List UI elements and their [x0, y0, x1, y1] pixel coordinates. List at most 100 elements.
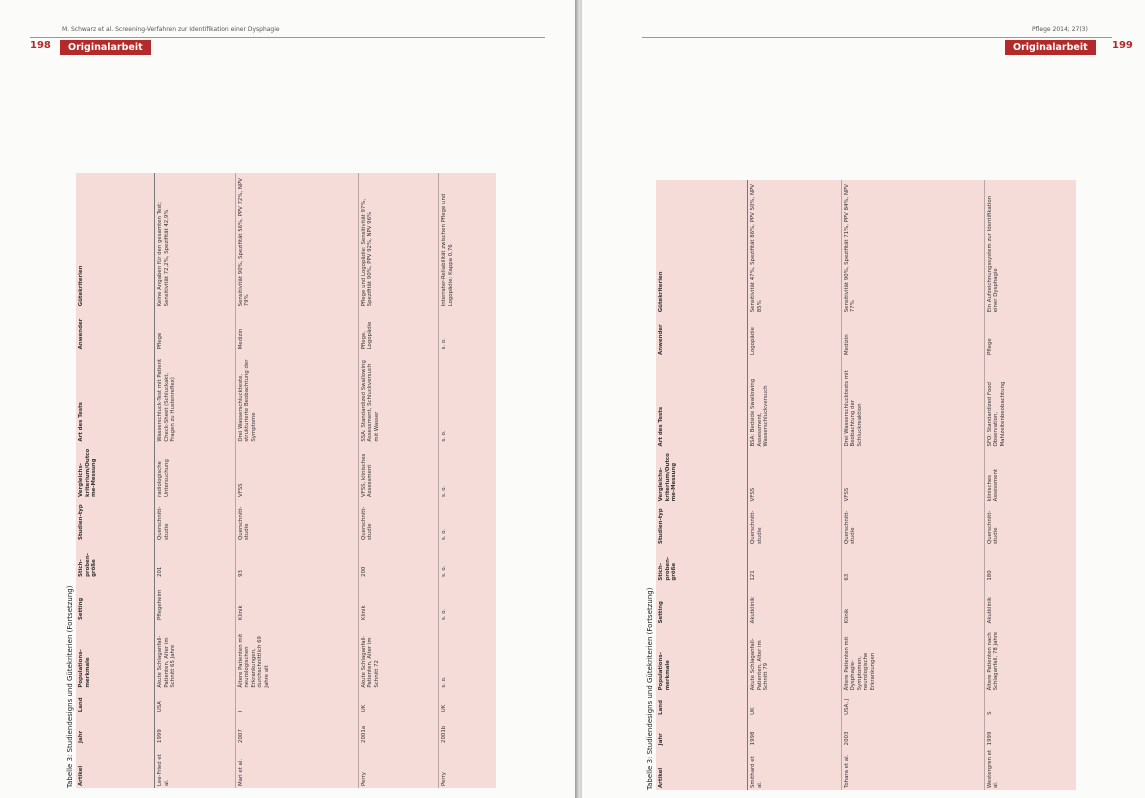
table-row: Mari et al. 2007 I Ältere Patienten mit neu… [235, 173, 359, 788]
table-cell: S [984, 692, 1076, 717]
table-cell: 1998 [747, 716, 842, 748]
table-caption: Tabelle 3: Studiendesigns und Gütekriter… [66, 585, 74, 788]
running-header: Pflege 2014; 27(3) [1032, 26, 1088, 33]
table-cell: 1999 [154, 714, 236, 745]
table-cell: 2001a [358, 714, 439, 745]
table-cell: Sensitivität 90%, Spezifität 71%, PPV 84… [841, 180, 985, 315]
column-header: Land [76, 689, 155, 715]
table-cell: UK [747, 692, 842, 717]
table-cell: BSA: Bedside Swallowing Assessment, Wass… [747, 356, 842, 449]
table-cell: UK [358, 689, 439, 715]
running-header: M. Schwarz et al. Screening-Verfahren zu… [62, 26, 280, 33]
table-cell: Sensitivität 47%, Spezifität 86%, PPV 50… [747, 180, 842, 315]
table-cell: Querschnitt-studie [154, 498, 236, 543]
table-cell: Perry [358, 744, 439, 788]
table-cell: s. o. [438, 443, 496, 499]
column-header: Studien-typ [656, 503, 748, 547]
table-cell: VFSS [747, 448, 842, 504]
page-number: 198 [30, 40, 51, 51]
column-header: Vergleichs-kriterium/Outcome-Messung [76, 443, 155, 499]
column-header: Stich-proben-größe [656, 546, 748, 583]
header-rule [642, 37, 1112, 38]
column-header: Jahr [656, 716, 748, 748]
column-header: Studien-typ [76, 498, 155, 543]
page-number: 199 [1112, 40, 1133, 51]
table-cell: 2001b [438, 714, 496, 745]
table-cell: 2003 [841, 716, 985, 748]
table-cell: s. o. [438, 621, 496, 690]
column-header: Jahr [76, 714, 155, 745]
column-header: Stich-proben-größe [76, 542, 155, 579]
column-header: Gütekriterien [76, 173, 155, 309]
header-rule [30, 37, 545, 38]
table-cell: Westergren et al. [984, 747, 1076, 790]
table-cell: Ein Aufzeichnungssystem zur Identifikati… [984, 180, 1076, 315]
table-cell: Medizin [841, 314, 985, 357]
table-cell: SFO: Standardized Food Observation, Mahl… [984, 356, 1076, 449]
table-row: Perry 2001b UK s. o. s. o. s. o. s. o. s. o. s. … [438, 173, 496, 788]
table-cell: Akute Schlaganfall-Patienten, Alter im S… [358, 621, 439, 690]
table-cell: s. o. [438, 542, 496, 579]
column-header: Setting [656, 582, 748, 626]
table-cell: Sensitivität 90%, Spezifität 56%, PPV 72… [235, 173, 359, 309]
table-cell: 1999 [984, 716, 1076, 748]
table-cell: Ältere Patienten nach Schlaganfall, 78 J… [984, 625, 1076, 693]
table-cell: Ältere Patienten mit Dysphagie-Symptomen… [841, 625, 985, 693]
table-cell: Drei Wasserschluckteste, strukturierte B… [235, 351, 359, 444]
table-cell: Mari et al. [235, 744, 359, 788]
table-cell: VFSS [235, 443, 359, 499]
table-cell: s. o. [438, 498, 496, 543]
table-cell: Lee-Fried et al. [154, 744, 236, 788]
table-cell: Akutklinik [984, 582, 1076, 626]
table-row: Tohara et al. 2003 USA, J Ältere Patienten … [841, 180, 985, 790]
table-cell: 63 [841, 546, 985, 583]
table-row: Smithard et al. 1998 UK Akute Schlaganfall-… [747, 180, 842, 790]
column-header: Land [656, 692, 748, 717]
column-header: Setting [76, 578, 155, 622]
column-header: Anwender [76, 308, 155, 352]
table-cell: Klinik [235, 578, 359, 622]
table-cell: I [235, 689, 359, 715]
table-cell: Smithard et al. [747, 747, 842, 790]
table-cell: 2007 [235, 714, 359, 745]
table: Artikel Jahr Land Populations-merkmale Setti… [76, 173, 496, 788]
header-row: Artikel Jahr Land Populations-merkmale Setti… [76, 173, 155, 788]
column-header: Gütekriterien [656, 180, 748, 315]
table-cell: Ältere Patienten mit neurologischen Erkr… [235, 621, 359, 690]
table-cell: Querschnitt-studie [358, 498, 439, 543]
table-cell: s. o. [438, 351, 496, 444]
section-label: Originalarbeit [1005, 40, 1096, 55]
table-cell: Akute Schlaganfall-Patienten, Alter im S… [154, 621, 236, 690]
table-cell: Querschnitt-studie [984, 503, 1076, 547]
table-cell: SSA: Standardized Swallowing Assessment,… [358, 351, 439, 444]
table-cell: Pflege [154, 308, 236, 352]
table-cell: Querschnitt-studie [841, 503, 985, 547]
table-cell: 180 [984, 546, 1076, 583]
table-row: Lee-Fried et al. 1999 USA Akute Schlaganfal… [154, 173, 236, 788]
table: Artikel Jahr Land Populations-merkmale Setti… [656, 180, 1076, 790]
column-header: Vergleichs-kriterium/Outcome-Messung [656, 448, 748, 504]
table-cell: USA, J [841, 692, 985, 717]
rotated-table: Tabelle 3: Studiendesigns und Gütekriter… [644, 180, 1076, 790]
table-cell: USA [154, 689, 236, 715]
table-cell: Drei Wasserschlucktests mit Beobachtung … [841, 356, 985, 449]
table-cell: Tohara et al. [841, 747, 985, 790]
table-cell: UK [438, 689, 496, 715]
table-cell: 201 [154, 542, 236, 579]
column-header: Populations-merkmale [656, 625, 748, 693]
table-cell: VFSS, klinisches Assessment [358, 443, 439, 499]
table-cell: Wasserschluck-Test mit Patient Check-She… [154, 351, 236, 444]
column-header: Artikel [656, 747, 748, 790]
table-cell: Klinik [358, 578, 439, 622]
table-cell: Pflegeheim [154, 578, 236, 622]
left-page: M. Schwarz et al. Screening-Verfahren zu… [30, 26, 545, 788]
table-cell: 200 [358, 542, 439, 579]
table-cell: Keine Angaben für den gesamten Test; Sen… [154, 173, 236, 309]
table-cell: 93 [235, 542, 359, 579]
table-cell: Pflege [984, 314, 1076, 357]
table-cell: s. o. [438, 578, 496, 622]
table-caption: Tabelle 3: Studiendesigns und Gütekriter… [646, 587, 654, 790]
table-cell: Logopädie [747, 314, 842, 357]
table-cell: Medizin [235, 308, 359, 352]
